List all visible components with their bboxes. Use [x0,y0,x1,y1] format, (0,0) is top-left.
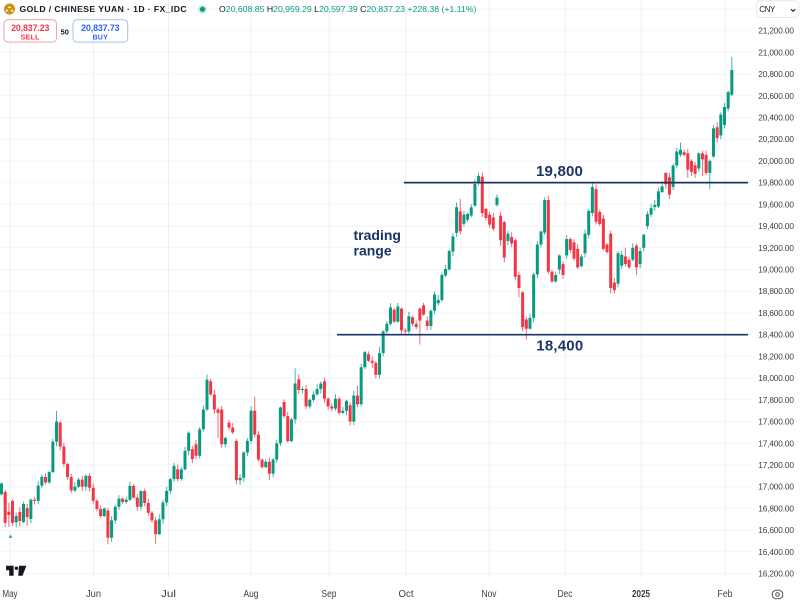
svg-text:trading: trading [354,227,401,243]
svg-text:19,000.00: 19,000.00 [758,265,794,275]
svg-text:50: 50 [61,27,69,36]
svg-text:16,200.00: 16,200.00 [758,569,794,579]
svg-text:20,600.00: 20,600.00 [758,91,794,101]
svg-text:19,200.00: 19,200.00 [758,243,794,253]
svg-text:18,400: 18,400 [536,338,583,355]
svg-text:Aug: Aug [244,589,259,600]
svg-text:GOLD / CHINESE YUAN · 1D · FX_: GOLD / CHINESE YUAN · 1D · FX_IDC [20,4,187,14]
svg-text:20,000.00: 20,000.00 [758,156,794,166]
svg-text:SELL: SELL [21,35,41,42]
svg-text:19,800: 19,800 [536,163,583,180]
svg-text:18,400.00: 18,400.00 [758,330,794,340]
svg-text:Jun: Jun [86,589,101,600]
svg-text:19,400.00: 19,400.00 [758,221,794,231]
svg-text:20,200.00: 20,200.00 [758,134,794,144]
svg-text:19,800.00: 19,800.00 [758,178,794,188]
svg-text:18,600.00: 18,600.00 [758,308,794,318]
svg-text:19,600.00: 19,600.00 [758,199,794,209]
svg-text:Jul: Jul [161,589,176,600]
svg-text:21,200.00: 21,200.00 [758,26,794,36]
svg-text:16,800.00: 16,800.00 [758,503,794,513]
svg-text:20,400.00: 20,400.00 [758,113,794,123]
svg-text:18,200.00: 18,200.00 [758,351,794,361]
svg-text:17,400.00: 17,400.00 [758,438,794,448]
svg-text:17,200.00: 17,200.00 [758,460,794,470]
svg-text:2025: 2025 [632,589,650,600]
svg-text:16,600.00: 16,600.00 [758,525,794,535]
svg-text:CNY: CNY [759,5,776,14]
svg-text:O20,608.85 H20,959.29 L20,597.: O20,608.85 H20,959.29 L20,597.39 C20,837… [219,4,476,14]
svg-text:Dec: Dec [558,589,573,600]
svg-text:21,000.00: 21,000.00 [758,47,794,57]
svg-text:Feb: Feb [718,589,733,600]
svg-text:17,600.00: 17,600.00 [758,417,794,427]
svg-text:18,800.00: 18,800.00 [758,286,794,296]
svg-text:BUY: BUY [92,35,108,42]
svg-text:20,837.73: 20,837.73 [81,23,119,33]
svg-text:Nov: Nov [482,589,497,600]
svg-text:range: range [354,243,392,259]
svg-text:17,800.00: 17,800.00 [758,395,794,405]
svg-text:20,800.00: 20,800.00 [758,69,794,79]
svg-text:May: May [3,589,18,600]
svg-text:16,400.00: 16,400.00 [758,547,794,557]
svg-text:17,000.00: 17,000.00 [758,482,794,492]
svg-text:Oct: Oct [399,589,414,600]
svg-text:18,000.00: 18,000.00 [758,373,794,383]
svg-text:Sep: Sep [322,589,337,600]
svg-text:20,837.23: 20,837.23 [11,23,49,33]
